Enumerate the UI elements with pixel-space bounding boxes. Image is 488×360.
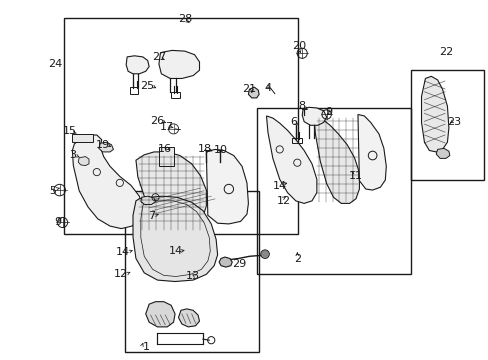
Text: 17: 17 xyxy=(160,122,174,132)
Text: 6: 6 xyxy=(289,117,296,127)
Text: 14: 14 xyxy=(116,247,130,257)
Polygon shape xyxy=(99,142,113,152)
Text: 15: 15 xyxy=(62,126,76,136)
Bar xyxy=(129,87,138,94)
Text: 25: 25 xyxy=(141,81,154,91)
Bar xyxy=(72,134,93,142)
Polygon shape xyxy=(145,302,175,327)
Text: 9: 9 xyxy=(54,217,61,228)
Polygon shape xyxy=(72,135,142,229)
Bar xyxy=(157,333,203,344)
Text: 9: 9 xyxy=(325,107,331,117)
Polygon shape xyxy=(435,148,449,158)
Text: 27: 27 xyxy=(151,52,166,62)
Text: 21: 21 xyxy=(242,84,256,94)
Text: 28: 28 xyxy=(177,14,192,24)
Text: 11: 11 xyxy=(348,171,362,181)
Text: 26: 26 xyxy=(150,116,164,126)
Polygon shape xyxy=(357,114,386,190)
Text: 12: 12 xyxy=(276,196,290,206)
Text: 3: 3 xyxy=(69,150,76,160)
Text: 2: 2 xyxy=(293,254,300,264)
Text: 20: 20 xyxy=(292,41,305,51)
Polygon shape xyxy=(78,157,89,166)
Text: 13: 13 xyxy=(186,271,200,282)
Polygon shape xyxy=(248,87,259,98)
Polygon shape xyxy=(313,116,359,203)
Bar xyxy=(124,191,259,352)
Text: 23: 23 xyxy=(446,117,460,127)
Bar xyxy=(410,70,483,180)
Text: 5: 5 xyxy=(49,186,56,196)
Polygon shape xyxy=(141,196,155,204)
Text: 19: 19 xyxy=(96,140,109,150)
Bar xyxy=(63,18,298,234)
Polygon shape xyxy=(126,56,149,74)
Polygon shape xyxy=(421,76,448,152)
Circle shape xyxy=(260,250,269,258)
Bar xyxy=(256,108,410,274)
Text: 10: 10 xyxy=(214,145,227,156)
Bar xyxy=(159,147,173,166)
Text: 22: 22 xyxy=(438,47,452,57)
Bar xyxy=(292,138,302,143)
Text: 8: 8 xyxy=(298,101,305,111)
Polygon shape xyxy=(219,257,232,267)
Text: 12: 12 xyxy=(114,269,128,279)
Polygon shape xyxy=(136,152,206,230)
Polygon shape xyxy=(266,116,316,203)
Polygon shape xyxy=(133,196,217,282)
Text: 4: 4 xyxy=(264,83,271,93)
Text: 14: 14 xyxy=(169,246,183,256)
Polygon shape xyxy=(206,149,248,224)
Polygon shape xyxy=(159,50,199,78)
Polygon shape xyxy=(302,107,326,125)
Text: 18: 18 xyxy=(197,144,211,154)
Polygon shape xyxy=(178,309,199,327)
Text: 7: 7 xyxy=(148,211,155,221)
Text: 1: 1 xyxy=(143,342,150,352)
Text: 14: 14 xyxy=(272,181,286,192)
Text: 16: 16 xyxy=(158,144,172,154)
Bar xyxy=(171,92,180,98)
Text: 24: 24 xyxy=(47,59,62,69)
Text: 29: 29 xyxy=(232,258,246,269)
